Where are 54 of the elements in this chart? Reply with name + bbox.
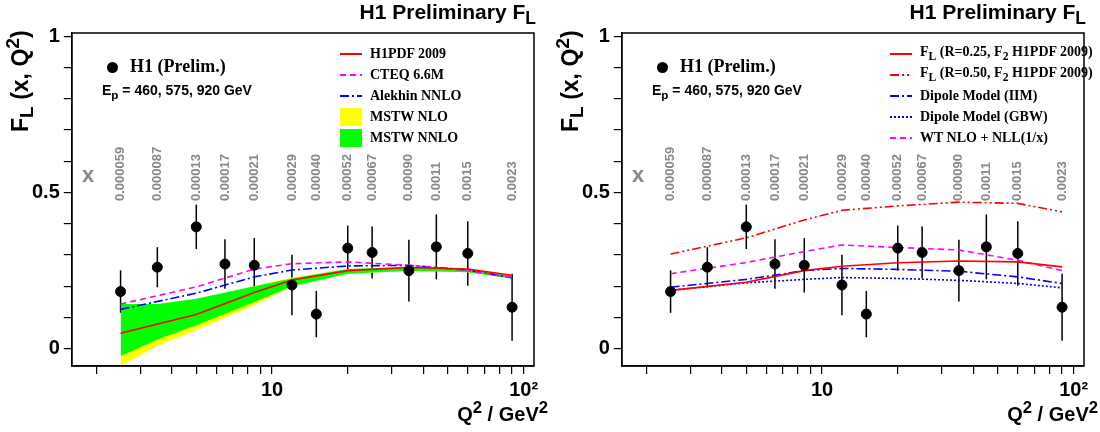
legend-label: Alekhin NNLO: [370, 87, 462, 104]
x-tick-label: 10: [810, 377, 834, 400]
annotation: 0.00029: [833, 154, 849, 201]
annotation: 0.00013: [187, 154, 203, 201]
annotation: 0.000059: [112, 146, 128, 201]
annotation: 0.000087: [698, 146, 714, 201]
legend-label: Dipole Model (IIM): [920, 87, 1038, 104]
annotation: 0.00017: [766, 154, 782, 201]
legend-label: Dipole Model (GBW): [920, 108, 1048, 125]
legend-label: H1 (Prelim.): [130, 56, 226, 76]
annotation: 0.00021: [795, 154, 811, 201]
annotation: 0.0011: [977, 161, 993, 201]
annotation: 0.0015: [459, 161, 475, 201]
annotation: 0.000087: [148, 146, 164, 201]
chart-title: H1 Preliminary F$_{L}$: [359, 0, 536, 30]
annotation: 0.00090: [400, 154, 416, 201]
annotation: 0.0023: [1053, 161, 1069, 201]
annotation: x: [632, 162, 645, 188]
legend-label: CTEQ 6.6M: [370, 66, 444, 83]
annotation: 0.0015: [1009, 161, 1025, 201]
legend-label: H1 (Prelim.): [680, 56, 776, 76]
annotation: 0.00052: [339, 154, 355, 201]
legend-label: MSTW NLO: [370, 108, 448, 125]
x-tick-label: 10²: [509, 377, 539, 400]
x-tick-label: 10²: [1059, 377, 1089, 400]
chart-title: H1 Preliminary F$_{L}$: [909, 0, 1086, 30]
y-tick-label: 0: [598, 336, 610, 359]
y-tick-label: 1: [598, 23, 610, 46]
annotation: 0.00052: [889, 154, 905, 201]
x-axis-title: Q$^{2}$ / GeV$^{2}$: [457, 398, 548, 426]
y-tick-label: 0.5: [581, 179, 610, 202]
x-tick-label: 10: [260, 377, 284, 400]
annotation: 0.00029: [283, 154, 299, 201]
legend-label: MSTW NNLO: [370, 129, 459, 146]
annotation: 0.00040: [307, 154, 323, 201]
annotation: 0.00090: [950, 154, 966, 201]
annotation: 0.00040: [857, 154, 873, 201]
annotation: 0.00013: [737, 154, 753, 201]
annotation: 0.0023: [503, 161, 519, 201]
legend-label: H1PDF 2009: [370, 45, 447, 62]
annotation: x: [82, 162, 95, 188]
y-tick-label: 1: [48, 23, 60, 46]
annotation: 0.0011: [427, 161, 443, 201]
annotation: 0.00017: [216, 154, 232, 201]
annotation: E$_{p}$ = 460, 575, 920 GeV: [102, 82, 252, 101]
annotation: 0.000059: [662, 146, 678, 201]
annotation: E$_{p}$ = 460, 575, 920 GeV: [652, 82, 802, 101]
legend-label: WT NLO + NLL(1/x): [920, 129, 1048, 146]
x-axis-title: Q$^{2}$ / GeV$^{2}$: [1007, 398, 1098, 426]
annotation: 0.00067: [363, 154, 379, 201]
annotation: 0.00021: [245, 154, 261, 201]
annotation: 0.00067: [913, 154, 929, 201]
y-tick-label: 0: [48, 336, 60, 359]
y-tick-label: 0.5: [31, 179, 60, 202]
